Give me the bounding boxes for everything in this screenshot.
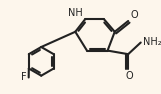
Text: NH: NH: [68, 8, 82, 18]
Text: O: O: [125, 71, 133, 81]
Text: F: F: [21, 72, 27, 82]
Text: NH₂: NH₂: [142, 37, 161, 47]
Text: O: O: [131, 10, 138, 20]
